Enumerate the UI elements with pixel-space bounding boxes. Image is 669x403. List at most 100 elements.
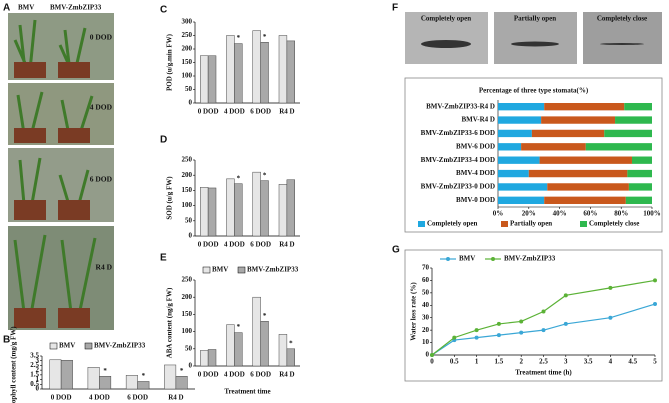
- significance-mark: *: [263, 171, 267, 179]
- y-tick-label: 50: [422, 288, 430, 296]
- y-tick-label: 3: [36, 356, 40, 364]
- x-tick-label: R4 D: [279, 108, 294, 116]
- bar-segment: [498, 116, 542, 124]
- bar: [226, 35, 235, 104]
- x-tick-label: 4 DOD: [224, 241, 245, 249]
- bar: [234, 332, 243, 367]
- row-label: 6 DOD: [90, 175, 113, 184]
- y-tick-label: 70: [422, 264, 430, 272]
- bar-segment: [498, 169, 529, 178]
- x-tick-label: 1: [475, 358, 479, 366]
- bar: [60, 359, 73, 390]
- panel-label: A: [3, 3, 10, 14]
- x-tick-label: 4 DOD: [89, 394, 110, 402]
- y-tick-label: 250: [182, 156, 193, 164]
- bar-segment: [615, 116, 652, 124]
- y-axis-label: SOD (u/g FW): [166, 176, 174, 220]
- series-line: [431, 279, 656, 356]
- bar: [207, 349, 217, 367]
- legend-label: BMV: [212, 266, 228, 274]
- bar: [234, 183, 243, 237]
- y-axis-label: Water loss rate (%): [410, 282, 418, 341]
- bar-segment: [539, 156, 632, 164]
- point: [541, 309, 546, 314]
- significance-mark: *: [263, 33, 267, 41]
- photo-label: Completely open: [421, 15, 471, 23]
- x-tick-label: 4 DOD: [224, 108, 245, 116]
- chart-title: Percentage of three type stomata(%): [479, 87, 589, 95]
- bar: [252, 30, 261, 104]
- bar: [234, 43, 243, 104]
- bar-segment: [528, 169, 628, 178]
- y-tick-label: BMV-ZmbZIP33-6 DOD: [421, 129, 495, 137]
- legend-label: BMV: [59, 342, 75, 350]
- bar: [137, 381, 150, 390]
- x-tick-label: R4 D: [168, 394, 183, 402]
- point: [519, 319, 524, 324]
- y-tick-label: 0: [36, 385, 40, 393]
- bar: [164, 364, 177, 390]
- y-tick-label: 200: [182, 293, 193, 301]
- bar-segment: [541, 116, 616, 124]
- bar: [260, 180, 269, 237]
- point: [608, 315, 613, 320]
- row-label: R4 D: [96, 263, 113, 272]
- y-tick-label: 50: [185, 216, 193, 224]
- point: [653, 278, 657, 283]
- bar-segment: [498, 183, 548, 191]
- y-tick-label: 200: [182, 45, 193, 53]
- bar: [200, 187, 209, 237]
- x-tick-label: 6 DOD: [127, 394, 148, 402]
- x-tick-label: 6 DOD: [250, 371, 271, 379]
- y-tick-label: 150: [182, 186, 193, 194]
- y-tick-label: 150: [182, 58, 193, 66]
- point: [496, 321, 501, 326]
- bar-segment: [498, 103, 545, 111]
- bar: [286, 348, 295, 367]
- photo-label: Partially open: [514, 15, 556, 23]
- bar-segment: [498, 129, 532, 138]
- x-tick-label: 0: [430, 358, 434, 366]
- legend-label: BMV: [459, 255, 475, 263]
- column-label: BMV-ZmbZIP33: [50, 4, 102, 12]
- x-tick-label: 2.5: [539, 358, 548, 366]
- x-tick-label: 3.5: [584, 358, 593, 366]
- x-tick-label: 1.5: [495, 358, 504, 366]
- bar: [286, 40, 295, 104]
- bar: [260, 42, 269, 104]
- y-tick-label: BMV-R4 D: [461, 116, 495, 124]
- panel-frame: [404, 77, 663, 233]
- y-tick-label: 100: [182, 201, 193, 209]
- significance-mark: *: [289, 339, 293, 347]
- y-tick-label: 100: [182, 72, 193, 80]
- x-tick-label: 4.5: [628, 358, 637, 366]
- point: [563, 293, 568, 298]
- significance-mark: *: [103, 367, 107, 375]
- point: [474, 328, 479, 333]
- bar: [226, 178, 235, 237]
- bar: [99, 376, 112, 390]
- x-tick-label: 60%: [583, 210, 597, 218]
- bar: [207, 55, 217, 104]
- column-label: BMV: [18, 4, 34, 12]
- x-tick-label: 100%: [643, 210, 661, 218]
- x-tick-label: 6 DOD: [250, 108, 271, 116]
- y-tick-label: 50: [185, 85, 193, 93]
- bar-segment: [498, 196, 545, 204]
- y-tick-label: 0: [189, 232, 193, 240]
- bar: [260, 321, 269, 367]
- x-tick-label: 0 DOD: [51, 394, 72, 402]
- point: [653, 302, 657, 307]
- legend-label: BMV-ZmbZIP33: [247, 266, 299, 274]
- bar-segment: [544, 103, 625, 111]
- point: [496, 333, 501, 338]
- bar: [200, 55, 209, 104]
- plant-photos: [8, 13, 114, 330]
- y-tick-label: 200: [182, 171, 193, 179]
- bar: [175, 376, 188, 390]
- bar: [226, 324, 235, 367]
- x-tick-label: 3: [564, 358, 568, 366]
- legend-marker: [491, 257, 495, 261]
- panel-label: D: [160, 135, 167, 146]
- significance-mark: *: [237, 323, 241, 331]
